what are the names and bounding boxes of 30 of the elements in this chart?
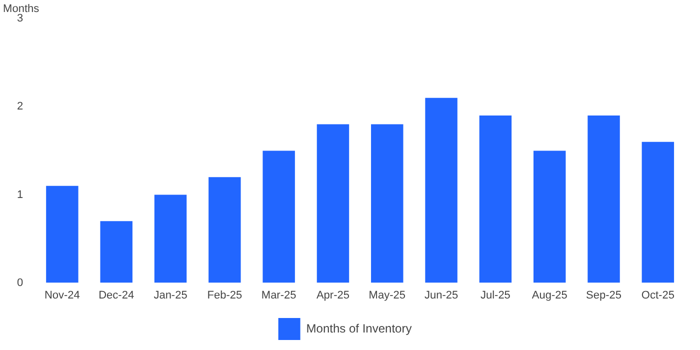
bar [154,194,187,283]
x-tick-label: Nov-24 [44,289,80,302]
bar [479,115,512,283]
x-tick-label: Oct-25 [641,289,674,302]
x-tick-label: Feb-25 [207,289,242,302]
bar [262,150,295,283]
x-tick-label: Apr-25 [316,289,350,302]
bar [100,221,132,283]
y-tick-label: 1 [16,188,24,201]
x-tick-label: Dec-24 [98,289,134,302]
bar [208,177,241,283]
x-tick-label: Aug-25 [532,289,568,302]
bar [588,115,620,283]
x-tick-label: Jan-25 [154,289,188,302]
bar [316,124,350,283]
legend-label: Months of Inventory [306,321,412,336]
y-tick-label: 3 [16,12,24,25]
bar [642,142,674,283]
bar [533,150,566,283]
y-tick-label: 2 [16,100,24,113]
bar [425,98,458,283]
bar [371,124,404,283]
bar [46,186,78,283]
y-axis-title: Months [3,3,40,16]
x-tick-label: Mar-25 [261,289,296,302]
x-tick-label: Jun-25 [424,289,458,302]
x-tick-label: Jul-25 [480,289,510,302]
y-tick-label: 0 [16,276,24,289]
x-tick-label: May-25 [368,289,406,302]
x-tick-label: Sep-25 [586,289,622,302]
